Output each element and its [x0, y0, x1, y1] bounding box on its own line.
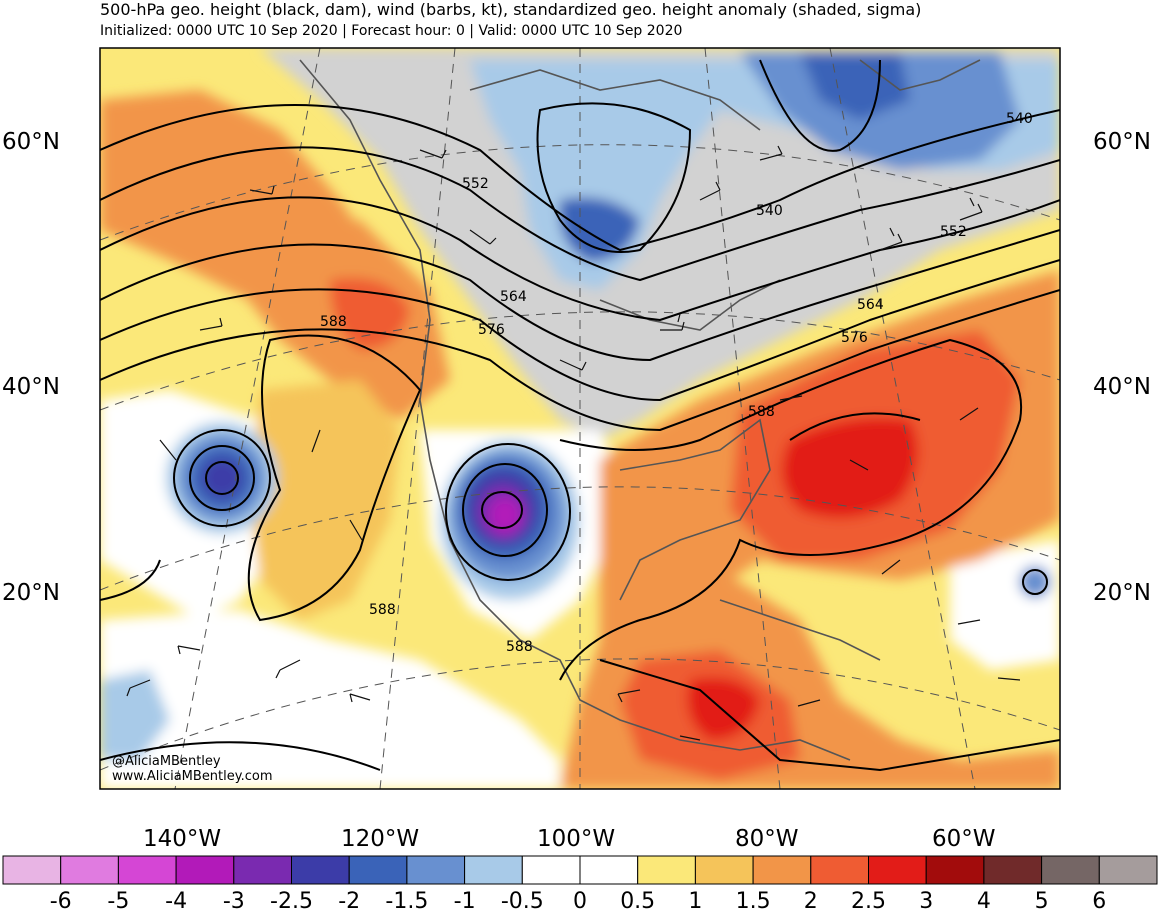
contour-label: 540 — [756, 203, 783, 219]
colorbar: -6 -5 -4 -3 -2.5 -2 -1.5 -1 -0.5 0 0.5 1 1.5 2 2.5 3 4 5 6 — [2, 855, 1158, 913]
wind-barbs — [126, 145, 1021, 741]
lon-label: 100°W — [537, 826, 615, 852]
map-frame — [99, 47, 1061, 790]
coastlines — [299, 59, 981, 761]
lat-label-right: 20°N — [1093, 580, 1151, 606]
colorbar-swatch — [752, 855, 812, 885]
contour-label: 576 — [478, 322, 505, 338]
colorbar-label: 4 — [977, 889, 991, 913]
chart-title: 500-hPa geo. height (black, dam), wind (… — [100, 0, 922, 19]
lon-label: 140°W — [143, 826, 221, 852]
colorbar-label: -1.5 — [385, 889, 428, 913]
colorbar-swatch — [1098, 855, 1158, 885]
colorbar-label: 1 — [688, 889, 702, 913]
contour-label: 588 — [369, 602, 396, 618]
lat-label-left: 40°N — [2, 374, 60, 400]
colorbar-swatch — [464, 855, 523, 885]
contour-label: 552 — [462, 176, 489, 192]
lon-label: 80°W — [735, 826, 799, 852]
contour-label: 588 — [748, 404, 775, 420]
colorbar-label: 1.5 — [736, 889, 771, 913]
credit-handle: @AliciaMBentley — [112, 754, 221, 769]
lat-label-left: 60°N — [2, 129, 60, 155]
colorbar-swatch — [1041, 855, 1100, 885]
contour-labels: 552 564 576 588 540 552 564 576 588 588 … — [320, 111, 1033, 655]
contour-label: 552 — [940, 224, 967, 240]
contour-label: 540 — [1006, 111, 1033, 127]
colorbar-swatch — [348, 855, 408, 885]
colorbar-swatch — [694, 855, 754, 885]
colorbar-swatch — [175, 855, 235, 885]
colorbar-swatch — [925, 855, 985, 885]
latitude-labels: 60°N 40°N 20°N 60°N 40°N 20°N — [2, 129, 1151, 606]
colorbar-swatch — [2, 855, 62, 885]
colorbar-swatch — [868, 855, 927, 885]
lat-label-left: 20°N — [2, 580, 60, 606]
colorbar-label: 5 — [1035, 889, 1049, 913]
anomaly-shading — [100, 48, 1060, 789]
lon-label: 120°W — [341, 826, 419, 852]
colorbar-swatch — [233, 855, 293, 885]
lon-label: 60°W — [932, 826, 996, 852]
colorbar-label: 2.5 — [851, 889, 886, 913]
colorbar-swatch — [810, 855, 869, 885]
colorbar-swatch — [60, 855, 119, 885]
lat-label-right: 60°N — [1093, 129, 1151, 155]
credit-site: www.AliciaMBentley.com — [112, 769, 273, 784]
colorbar-label: -1 — [454, 889, 476, 913]
height-contours — [100, 59, 1060, 772]
colorbar-label: -2 — [338, 889, 360, 913]
contour-label: 588 — [506, 639, 533, 655]
lat-label-right: 40°N — [1093, 374, 1151, 400]
colorbar-swatch — [579, 855, 639, 885]
colorbar-swatch — [406, 855, 466, 885]
colorbar-label: 0.5 — [620, 889, 655, 913]
colorbar-label: -5 — [107, 889, 129, 913]
colorbar-label: -6 — [50, 889, 72, 913]
colorbar-label: 6 — [1092, 889, 1106, 913]
colorbar-swatch — [983, 855, 1043, 885]
colorbar-swatch — [637, 855, 696, 885]
contour-label: 564 — [857, 297, 884, 313]
longitude-labels: 140°W 120°W 100°W 80°W 60°W — [143, 826, 996, 852]
colorbar-swatch — [291, 855, 350, 885]
colorbar-label: 2 — [804, 889, 818, 913]
colorbar-label: 0 — [573, 889, 587, 913]
contour-label: 588 — [320, 314, 347, 330]
colorbar-label: -0.5 — [501, 889, 544, 913]
colorbar-label: -4 — [165, 889, 187, 913]
colorbar-label: 3 — [919, 889, 933, 913]
contour-label: 576 — [841, 330, 868, 346]
colorbar-swatch — [521, 855, 581, 885]
contour-label: 564 — [500, 289, 527, 305]
colorbar-swatch — [117, 855, 177, 885]
colorbar-label: -3 — [223, 889, 245, 913]
chart-subtitle: Initialized: 0000 UTC 10 Sep 2020 | Fore… — [100, 23, 683, 39]
colorbar-label: -2.5 — [270, 889, 313, 913]
